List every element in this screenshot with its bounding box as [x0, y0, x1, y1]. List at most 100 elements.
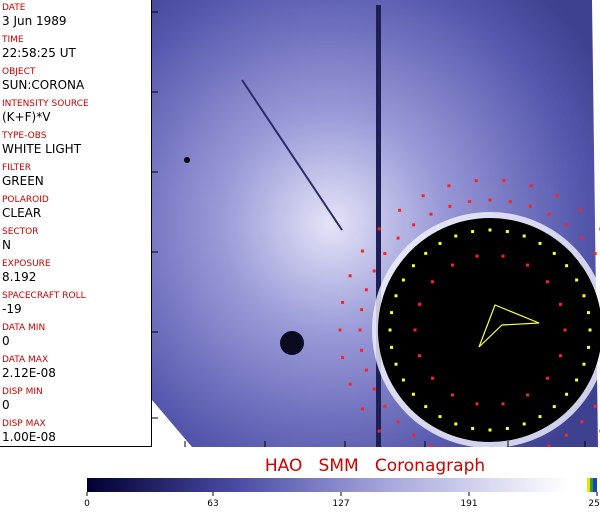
- marker-dot: [341, 300, 345, 304]
- field-value: 0: [2, 334, 10, 348]
- marker-dot: [413, 328, 417, 332]
- field-value: N: [2, 238, 11, 252]
- marker-dot: [396, 236, 400, 240]
- marker-dot: [508, 200, 512, 204]
- marker-dot: [593, 404, 597, 408]
- marker-dot: [348, 382, 352, 386]
- marker-dot: [547, 444, 551, 447]
- marker-dot: [538, 415, 542, 419]
- marker-dot: [580, 236, 584, 240]
- marker-dot: [429, 444, 433, 447]
- marker-dot: [383, 252, 387, 256]
- marker-dot: [424, 251, 428, 255]
- marker-dot: [390, 345, 394, 349]
- marker-dot: [383, 404, 387, 408]
- field-label: FILTER: [2, 163, 32, 173]
- field-label: SECTOR: [2, 227, 39, 237]
- marker-dot: [565, 392, 569, 396]
- marker-dot: [401, 278, 405, 282]
- field-value: 8.192: [2, 270, 37, 284]
- field-label: TIME: [2, 35, 24, 45]
- marker-dot: [475, 402, 479, 406]
- field-value: CLEAR: [2, 206, 42, 220]
- title: HAO SMM Coronagraph: [264, 456, 486, 476]
- field-label: DISP MAX: [2, 419, 46, 429]
- marker-dot: [338, 328, 342, 332]
- marker-dot: [454, 234, 458, 238]
- marker-dot: [588, 328, 592, 332]
- marker-dot: [488, 228, 492, 232]
- marker-dot: [475, 254, 479, 258]
- marker-dot: [358, 328, 362, 332]
- field-value: (K+F)*V: [2, 110, 51, 124]
- marker-dot: [451, 393, 454, 397]
- field-value: GREEN: [2, 174, 44, 188]
- field-value: 3 Jun 1989: [2, 14, 67, 28]
- colorbar-tick-label: 0: [84, 499, 90, 508]
- marker-dot: [471, 426, 475, 430]
- colorbar-gradient: [87, 478, 587, 492]
- marker-dot: [501, 254, 505, 258]
- marker-dot: [555, 194, 559, 198]
- marker-dot: [429, 212, 433, 216]
- marker-dot: [372, 387, 376, 391]
- marker-dot: [394, 294, 398, 298]
- field-label: EXPOSURE: [2, 259, 51, 269]
- marker-dot: [388, 328, 392, 332]
- marker-dot: [398, 208, 402, 212]
- marker-dot: [528, 204, 532, 208]
- marker-dot: [412, 433, 416, 437]
- marker-dot: [558, 354, 562, 358]
- field-value: 22:58:25 UT: [2, 46, 76, 60]
- field-label: DISP MIN: [2, 387, 43, 397]
- marker-dot: [412, 223, 416, 227]
- field-value: 2.12E-08: [2, 366, 56, 380]
- marker-dot: [545, 280, 549, 284]
- marker-dot: [529, 184, 533, 188]
- marker-dot: [593, 252, 597, 256]
- marker-dot: [418, 302, 422, 306]
- marker-dot: [372, 269, 376, 273]
- marker-dot: [538, 241, 542, 245]
- marker-dot: [563, 328, 567, 332]
- marker-dot: [360, 348, 364, 352]
- marker-dot: [564, 433, 568, 437]
- marker-dot: [360, 308, 364, 312]
- field-label: OBJECT: [2, 67, 36, 77]
- marker-dot: [360, 407, 364, 411]
- marker-dot: [377, 227, 381, 231]
- field-label: INTENSITY SOURCE: [2, 99, 89, 109]
- marker-dot: [418, 354, 422, 358]
- colorbar-tick-label: 63: [207, 499, 218, 508]
- marker-dot: [575, 378, 579, 382]
- marker-dot: [586, 311, 590, 315]
- marker-dot: [431, 280, 435, 284]
- marker-dot: [522, 422, 526, 426]
- marker-dot: [448, 204, 452, 208]
- marker-dot: [451, 263, 454, 267]
- marker-dot: [505, 230, 509, 234]
- marker-dot: [447, 184, 451, 188]
- marker-dot: [580, 420, 584, 424]
- marker-dot: [471, 230, 475, 234]
- marker-dot: [582, 294, 586, 298]
- marker-dot: [377, 429, 381, 433]
- colorbar-end: [587, 478, 590, 492]
- marker-dot: [474, 179, 478, 183]
- field-value: 1.00E-08: [2, 430, 56, 444]
- marker-dot: [552, 251, 556, 255]
- marker-dot: [575, 278, 579, 282]
- marker-dot: [341, 356, 345, 360]
- marker-dot: [438, 241, 442, 245]
- marker-dot: [552, 405, 556, 409]
- field-value: -19: [2, 302, 22, 316]
- marker-dot: [411, 264, 415, 268]
- marker-dot: [454, 422, 458, 426]
- marker-dot: [586, 345, 590, 349]
- colorbar-end: [590, 478, 593, 492]
- field-value: 0: [2, 398, 10, 412]
- marker-dot: [394, 362, 398, 366]
- info-panel: DATE 3 Jun 1989 TIME 22:58:25 UT OBJECT SUN:C…: [0, 0, 152, 447]
- colorbar-tick-label: 127: [332, 499, 349, 508]
- field-label: POLAROID: [2, 195, 49, 205]
